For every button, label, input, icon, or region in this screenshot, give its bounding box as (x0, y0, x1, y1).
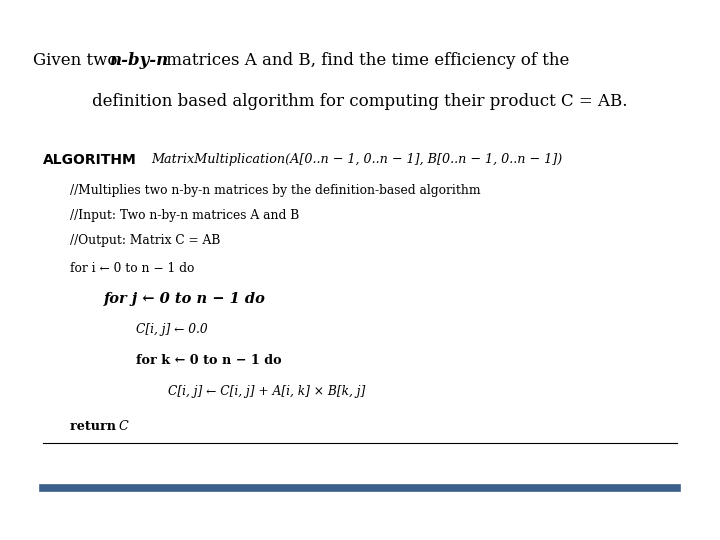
Text: n-by-n: n-by-n (109, 52, 168, 69)
Text: //Output: Matrix C = AB: //Output: Matrix C = AB (71, 234, 221, 247)
Text: for k ← 0 to n − 1 do: for k ← 0 to n − 1 do (136, 354, 282, 367)
Text: MatrixMultiplication(A[0..n − 1, 0..n − 1], B[0..n − 1, 0..n − 1]): MatrixMultiplication(A[0..n − 1, 0..n − … (151, 153, 563, 166)
Text: //Multiplies two n-by-n matrices by the definition-based algorithm: //Multiplies two n-by-n matrices by the … (71, 184, 481, 197)
Text: C[i, j] ← 0.0: C[i, j] ← 0.0 (136, 323, 207, 336)
Text: for i ← 0 to n − 1 do: for i ← 0 to n − 1 do (71, 261, 194, 274)
Text: for j ← 0 to n − 1 do: for j ← 0 to n − 1 do (104, 293, 266, 306)
Text: C: C (119, 420, 128, 434)
Text: matrices A and B, find the time efficiency of the: matrices A and B, find the time efficien… (161, 52, 569, 69)
Text: Given two: Given two (32, 52, 122, 69)
Text: return: return (71, 420, 121, 434)
Text: C[i, j] ← C[i, j] + A[i, k] × B[k, j]: C[i, j] ← C[i, j] + A[i, k] × B[k, j] (168, 385, 365, 398)
Text: definition based algorithm for computing their product C = AB.: definition based algorithm for computing… (92, 93, 628, 111)
Text: //Input: Two n-by-n matrices A and B: //Input: Two n-by-n matrices A and B (71, 209, 300, 222)
Text: ALGORITHM: ALGORITHM (43, 153, 137, 167)
